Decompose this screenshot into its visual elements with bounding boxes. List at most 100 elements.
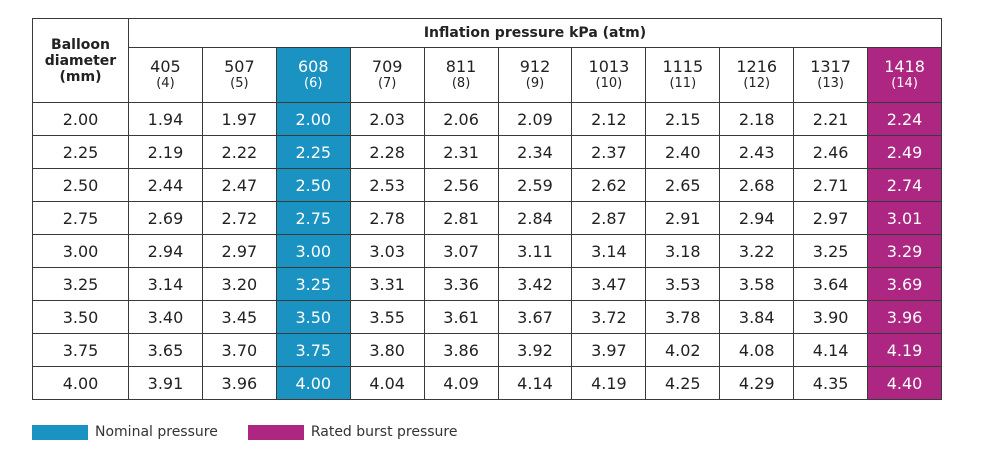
atm-label: (5) xyxy=(230,76,249,91)
value-cell: 2.71 xyxy=(793,168,869,202)
value-cell: 2.94 xyxy=(128,234,203,268)
column-header: 1418 (14) xyxy=(867,47,943,103)
value-cell: 3.67 xyxy=(497,300,573,334)
column-header: 1013 (10) xyxy=(571,47,647,103)
value-cell: 4.00 xyxy=(275,366,351,400)
value-cell: 2.25 xyxy=(275,135,351,169)
legend-item: Rated burst pressure xyxy=(247,424,458,440)
value-cell: 2.19 xyxy=(128,135,203,169)
atm-label: (11) xyxy=(669,76,697,91)
data-row: 4.00 3.91 3.96 4.00 4.04 4.09 4.14 4.19 4.25 4.29… xyxy=(32,366,943,400)
column-header: 1115 (11) xyxy=(645,47,721,103)
legend-swatch xyxy=(247,424,304,440)
value-cell: 2.72 xyxy=(201,201,277,235)
value-cell: 2.94 xyxy=(719,201,795,235)
value-cell: 3.07 xyxy=(423,234,499,268)
column-header: 608 (6) xyxy=(275,47,351,103)
value-cell: 3.03 xyxy=(349,234,425,268)
value-cell: 2.24 xyxy=(867,102,943,136)
data-row: 3.00 2.94 2.97 3.00 3.03 3.07 3.11 3.14 3.18 3.22… xyxy=(32,234,943,268)
value-cell: 4.08 xyxy=(719,333,795,367)
diameter-cell: 3.00 xyxy=(32,234,129,268)
value-cell: 2.12 xyxy=(571,102,647,136)
kpa-label: 912 xyxy=(519,57,551,76)
value-cell: 4.25 xyxy=(645,366,721,400)
value-cell: 2.43 xyxy=(719,135,795,169)
value-cell: 3.96 xyxy=(201,366,277,400)
value-cell: 3.36 xyxy=(423,267,499,301)
value-cell: 3.84 xyxy=(719,300,795,334)
value-cell: 3.65 xyxy=(128,333,203,367)
value-cell: 3.55 xyxy=(349,300,425,334)
diameter-cell: 4.00 xyxy=(32,366,129,400)
value-cell: 2.65 xyxy=(645,168,721,202)
value-cell: 3.90 xyxy=(793,300,869,334)
atm-label: (7) xyxy=(377,76,397,91)
value-cell: 3.29 xyxy=(867,234,943,268)
value-cell: 2.09 xyxy=(497,102,573,136)
value-cell: 2.06 xyxy=(423,102,499,136)
kpa-label: 608 xyxy=(297,57,329,76)
legend-item: Nominal pressure xyxy=(32,424,218,440)
value-cell: 4.29 xyxy=(719,366,795,400)
header-row: Balloon diameter (mm) Inflation pressure … xyxy=(32,18,943,103)
pressure-table: Balloon diameter (mm) Inflation pressure … xyxy=(32,18,943,400)
diameter-cell: 3.50 xyxy=(32,300,129,334)
legend: Nominal pressure Rated burst pressure xyxy=(32,424,488,440)
value-cell: 2.97 xyxy=(793,201,869,235)
group-header: Inflation pressure kPa (atm) xyxy=(127,18,943,48)
column-header: 1317 (13) xyxy=(793,47,869,103)
value-cell: 3.97 xyxy=(571,333,647,367)
value-cell: 2.53 xyxy=(349,168,425,202)
legend-swatch xyxy=(32,424,88,440)
value-cell: 3.00 xyxy=(275,234,351,268)
value-cell: 2.03 xyxy=(349,102,425,136)
value-cell: 2.69 xyxy=(128,201,203,235)
column-header: 912 (9) xyxy=(497,47,573,103)
value-cell: 3.69 xyxy=(867,267,943,301)
value-cell: 3.42 xyxy=(497,267,573,301)
value-cell: 2.62 xyxy=(571,168,647,202)
value-cell: 3.96 xyxy=(867,300,943,334)
value-cell: 4.09 xyxy=(423,366,499,400)
value-cell: 3.25 xyxy=(793,234,869,268)
value-cell: 3.14 xyxy=(128,267,203,301)
value-cell: 4.14 xyxy=(793,333,869,367)
kpa-label: 507 xyxy=(224,57,255,76)
value-cell: 1.94 xyxy=(128,102,203,136)
value-cell: 3.14 xyxy=(571,234,647,268)
value-cell: 3.91 xyxy=(128,366,203,400)
data-row: 2.25 2.19 2.22 2.25 2.28 2.31 2.34 2.37 2.40 2.43… xyxy=(32,135,943,169)
value-cell: 2.47 xyxy=(201,168,277,202)
value-cell: 3.18 xyxy=(645,234,721,268)
diameter-cell: 3.75 xyxy=(32,333,129,367)
value-cell: 2.84 xyxy=(497,201,573,235)
value-cell: 3.53 xyxy=(645,267,721,301)
value-cell: 3.22 xyxy=(719,234,795,268)
atm-label: (10) xyxy=(595,76,623,91)
kpa-label: 1418 xyxy=(884,57,925,76)
value-cell: 4.35 xyxy=(793,366,869,400)
kpa-label: 811 xyxy=(445,57,477,76)
atm-label: (14) xyxy=(891,76,918,91)
value-cell: 3.31 xyxy=(349,267,425,301)
atm-label: (4) xyxy=(156,76,175,91)
value-cell: 2.21 xyxy=(793,102,869,136)
diameter-cell: 3.25 xyxy=(32,267,129,301)
value-cell: 3.45 xyxy=(201,300,277,334)
value-cell: 3.75 xyxy=(275,333,351,367)
value-cell: 2.37 xyxy=(571,135,647,169)
data-row: 3.25 3.14 3.20 3.25 3.31 3.36 3.42 3.47 3.53 3.58… xyxy=(32,267,943,301)
value-cell: 4.40 xyxy=(867,366,943,400)
kpa-label: 405 xyxy=(150,57,181,76)
value-cell: 2.18 xyxy=(719,102,795,136)
value-cell: 2.31 xyxy=(423,135,499,169)
kpa-label: 709 xyxy=(371,57,403,76)
value-cell: 3.11 xyxy=(497,234,573,268)
value-cell: 2.22 xyxy=(201,135,277,169)
value-cell: 3.92 xyxy=(497,333,573,367)
value-cell: 2.00 xyxy=(275,102,351,136)
value-cell: 3.40 xyxy=(128,300,203,334)
value-cell: 3.47 xyxy=(571,267,647,301)
